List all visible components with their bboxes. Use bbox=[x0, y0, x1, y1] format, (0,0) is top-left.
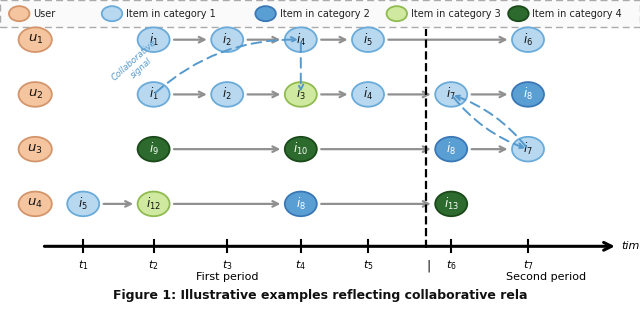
Text: $i_6$: $i_6$ bbox=[523, 32, 533, 48]
Text: User: User bbox=[33, 9, 56, 19]
Ellipse shape bbox=[512, 82, 544, 107]
Ellipse shape bbox=[285, 27, 317, 52]
Ellipse shape bbox=[435, 137, 467, 161]
Text: First period: First period bbox=[196, 272, 259, 282]
Ellipse shape bbox=[255, 6, 276, 21]
Text: $t_5$: $t_5$ bbox=[363, 259, 373, 272]
Ellipse shape bbox=[102, 6, 122, 21]
Ellipse shape bbox=[211, 82, 243, 107]
Ellipse shape bbox=[19, 137, 52, 161]
Text: Item in category 4: Item in category 4 bbox=[532, 9, 622, 19]
Ellipse shape bbox=[352, 27, 384, 52]
Text: $i_1$: $i_1$ bbox=[148, 32, 159, 48]
Text: $i_3$: $i_3$ bbox=[296, 86, 306, 102]
Ellipse shape bbox=[285, 137, 317, 161]
Ellipse shape bbox=[19, 192, 52, 216]
Text: $i_{10}$: $i_{10}$ bbox=[293, 141, 308, 157]
Text: $t_1$: $t_1$ bbox=[78, 259, 88, 272]
Ellipse shape bbox=[19, 82, 52, 107]
Text: $i_8$: $i_8$ bbox=[523, 86, 533, 102]
Ellipse shape bbox=[285, 82, 317, 107]
Ellipse shape bbox=[138, 192, 170, 216]
Text: $i_1$: $i_1$ bbox=[148, 86, 159, 102]
Text: Item in category 1: Item in category 1 bbox=[126, 9, 216, 19]
Text: Item in category 3: Item in category 3 bbox=[411, 9, 500, 19]
Text: $t_7$: $t_7$ bbox=[523, 259, 533, 272]
Text: $u_1$: $u_1$ bbox=[28, 33, 43, 46]
Text: Figure 1: Illustrative examples reflecting collaborative rela: Figure 1: Illustrative examples reflecti… bbox=[113, 289, 527, 302]
Ellipse shape bbox=[138, 27, 170, 52]
Ellipse shape bbox=[138, 82, 170, 107]
Text: $u_3$: $u_3$ bbox=[28, 143, 43, 156]
Text: time: time bbox=[621, 241, 640, 251]
Text: $i_5$: $i_5$ bbox=[78, 196, 88, 212]
Ellipse shape bbox=[19, 27, 52, 52]
Text: $t_2$: $t_2$ bbox=[148, 259, 159, 272]
Ellipse shape bbox=[138, 137, 170, 161]
Text: $i_5$: $i_5$ bbox=[363, 32, 373, 48]
Text: $i_{12}$: $i_{12}$ bbox=[146, 196, 161, 212]
Ellipse shape bbox=[67, 192, 99, 216]
Text: $t_3$: $t_3$ bbox=[222, 259, 232, 272]
Text: $i_8$: $i_8$ bbox=[296, 196, 306, 212]
Text: $i_2$: $i_2$ bbox=[222, 32, 232, 48]
Text: $i_8$: $i_8$ bbox=[446, 141, 456, 157]
Ellipse shape bbox=[9, 6, 29, 21]
Ellipse shape bbox=[512, 137, 544, 161]
Text: $u_2$: $u_2$ bbox=[28, 88, 43, 101]
Text: $u_4$: $u_4$ bbox=[28, 197, 43, 211]
Text: $t_4$: $t_4$ bbox=[295, 259, 307, 272]
Text: $i_7$: $i_7$ bbox=[523, 141, 533, 157]
Ellipse shape bbox=[387, 6, 407, 21]
Ellipse shape bbox=[285, 192, 317, 216]
Text: Item in category 2: Item in category 2 bbox=[280, 9, 369, 19]
Ellipse shape bbox=[352, 82, 384, 107]
Text: |: | bbox=[427, 259, 431, 272]
Ellipse shape bbox=[512, 27, 544, 52]
Text: $i_2$: $i_2$ bbox=[222, 86, 232, 102]
Text: $t_6$: $t_6$ bbox=[446, 259, 456, 272]
FancyBboxPatch shape bbox=[0, 0, 640, 27]
Ellipse shape bbox=[211, 27, 243, 52]
Text: $i_{13}$: $i_{13}$ bbox=[444, 196, 459, 212]
Text: $i_4$: $i_4$ bbox=[363, 86, 373, 102]
Ellipse shape bbox=[508, 6, 529, 21]
Text: Second period: Second period bbox=[506, 272, 586, 282]
Text: $i_7$: $i_7$ bbox=[446, 86, 456, 102]
Ellipse shape bbox=[435, 192, 467, 216]
Text: $i_4$: $i_4$ bbox=[296, 32, 306, 48]
Text: $i_9$: $i_9$ bbox=[148, 141, 159, 157]
Text: Collaborative
signal: Collaborative signal bbox=[110, 38, 165, 91]
Ellipse shape bbox=[435, 82, 467, 107]
